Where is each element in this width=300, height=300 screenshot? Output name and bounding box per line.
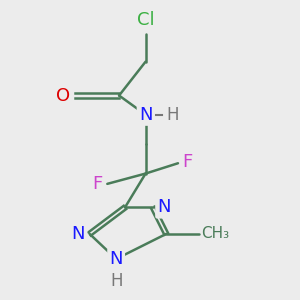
Text: H: H: [166, 106, 179, 124]
Text: CH₃: CH₃: [202, 226, 230, 242]
Text: F: F: [93, 175, 103, 193]
Text: N: N: [110, 250, 123, 268]
Text: N: N: [139, 106, 152, 124]
Text: N: N: [158, 198, 171, 216]
Text: H: H: [110, 272, 122, 290]
Text: N: N: [72, 225, 85, 243]
Text: F: F: [182, 153, 193, 171]
Text: Cl: Cl: [137, 11, 154, 29]
Text: O: O: [56, 86, 70, 104]
